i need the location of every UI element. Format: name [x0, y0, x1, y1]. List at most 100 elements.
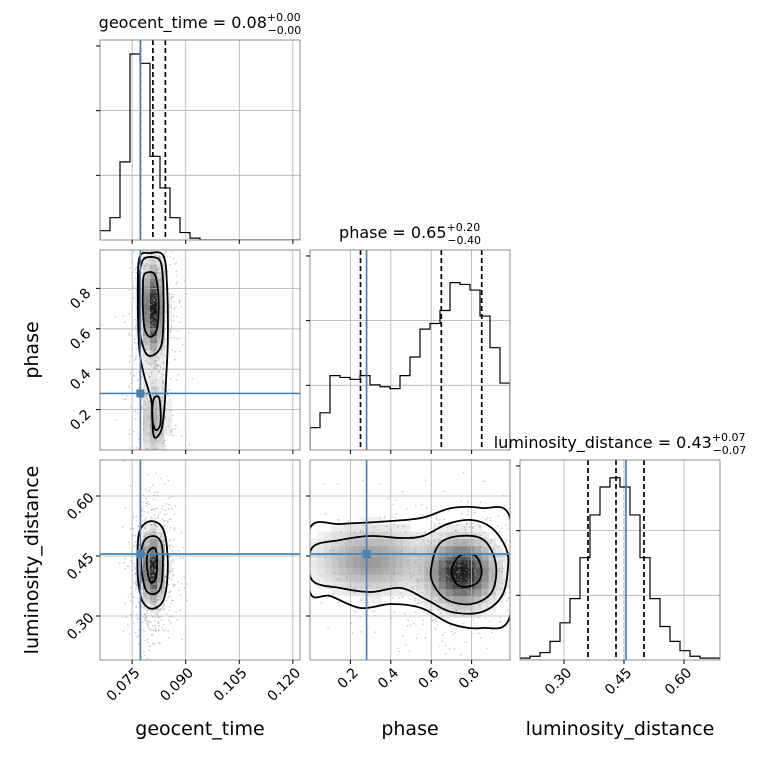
- sample-point: [467, 578, 470, 581]
- sample-point: [142, 438, 145, 441]
- density-bin: [467, 588, 475, 597]
- sample-point: [472, 560, 475, 563]
- sample-point: [498, 545, 500, 548]
- density-bin: [331, 531, 340, 540]
- sample-point: [156, 307, 158, 309]
- sample-point: [182, 344, 184, 346]
- sample-point: [167, 544, 170, 547]
- sample-point: [496, 588, 498, 591]
- density-bin: [142, 321, 151, 330]
- sample-point: [145, 498, 147, 500]
- sample-point: [196, 506, 198, 508]
- sample-point: [146, 620, 149, 622]
- sample-point: [163, 383, 166, 386]
- sample-point: [145, 359, 147, 362]
- sample-point: [465, 641, 467, 643]
- density-bin: [431, 588, 440, 597]
- density-bin: [345, 552, 354, 561]
- sample-point: [373, 610, 375, 612]
- sample-point: [156, 464, 158, 466]
- sample-point: [157, 546, 159, 548]
- sample-point: [150, 303, 152, 306]
- density-bin: [157, 531, 165, 540]
- sample-point: [161, 315, 163, 317]
- sample-point: [444, 578, 446, 581]
- sample-point: [164, 576, 166, 578]
- sample-point: [460, 654, 462, 656]
- sample-point: [146, 533, 149, 535]
- sample-point: [154, 281, 157, 283]
- sample-point: [134, 467, 136, 469]
- density-bin: [502, 567, 510, 575]
- density-bin: [467, 560, 475, 568]
- density-bin: [395, 567, 404, 575]
- sample-point: [407, 619, 409, 622]
- sample-point: [175, 379, 178, 382]
- x-tick-label: 0.6: [415, 665, 442, 692]
- sample-point: [413, 622, 415, 625]
- sample-point: [516, 661, 518, 663]
- sample-point: [405, 508, 408, 510]
- contour-line: [310, 505, 510, 630]
- sample-point: [143, 228, 145, 230]
- sample-point: [158, 271, 161, 274]
- hist-panel-luminosity_distance: luminosity_distance = 0.43+0.07 −0.07: [494, 431, 746, 664]
- sample-point: [151, 309, 154, 312]
- sample-point: [135, 571, 137, 574]
- density-bin: [367, 574, 375, 582]
- sample-point: [463, 596, 466, 599]
- density-bin: [150, 371, 158, 380]
- sample-point: [155, 365, 157, 367]
- sample-point: [145, 592, 147, 595]
- sample-point: [176, 619, 178, 621]
- sample-point: [452, 633, 455, 635]
- sample-point: [143, 544, 145, 546]
- sample-point: [144, 488, 147, 491]
- density-bin: [417, 552, 425, 561]
- sample-point: [162, 479, 164, 481]
- density-bin: [438, 531, 447, 540]
- sample-point: [143, 535, 146, 537]
- density-bin: [445, 581, 454, 590]
- sample-point: [457, 571, 459, 573]
- sample-point: [135, 271, 137, 274]
- density-bin: [142, 371, 151, 380]
- sample-point: [443, 562, 445, 564]
- sample-point: [405, 582, 408, 585]
- sample-point: [158, 564, 160, 567]
- sample-point: [163, 608, 166, 610]
- sample-point: [155, 454, 157, 456]
- sample-point: [141, 539, 143, 542]
- sample-point: [124, 602, 127, 605]
- sample-point: [147, 511, 149, 514]
- sample-point: [514, 624, 516, 626]
- density-bin: [345, 560, 354, 568]
- panel-frame: [99, 249, 301, 451]
- sample-point: [122, 630, 125, 633]
- sample-point: [130, 405, 132, 408]
- density-bin: [395, 574, 404, 582]
- sample-point: [162, 491, 164, 493]
- sample-point: [354, 611, 357, 613]
- sample-point: [414, 504, 417, 507]
- density-bin: [367, 581, 375, 590]
- density-bin: [150, 552, 158, 561]
- sample-point: [489, 582, 491, 584]
- sample-point: [170, 433, 173, 436]
- density-bin: [488, 574, 497, 582]
- density-bin: [438, 538, 447, 547]
- sample-point: [148, 357, 151, 360]
- sample-point: [421, 503, 423, 506]
- sample-point: [422, 623, 424, 626]
- density-bin: [495, 574, 504, 582]
- density-bin: [142, 335, 151, 344]
- sample-point: [147, 563, 150, 566]
- density-bin: [395, 524, 404, 532]
- sample-point: [163, 539, 165, 542]
- density-bin: [452, 560, 461, 568]
- density-bin: [467, 567, 475, 575]
- sample-point: [358, 547, 361, 550]
- sample-point: [501, 527, 503, 530]
- sample-point: [334, 572, 337, 574]
- sample-point: [148, 627, 150, 629]
